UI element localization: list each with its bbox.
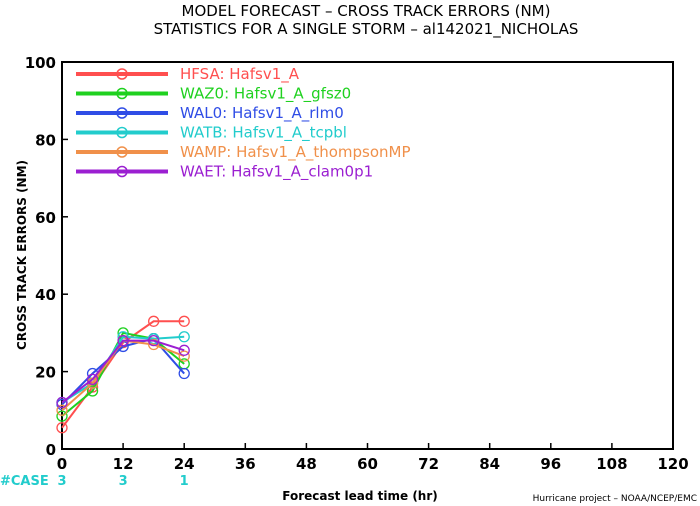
plot-frame (61, 61, 674, 450)
legend-marker (116, 165, 128, 178)
legend-marker (116, 68, 128, 80)
legend-marker (116, 107, 128, 119)
series-point (147, 315, 160, 327)
series-line (61, 339, 185, 404)
series-point (56, 396, 68, 409)
y-axis-label: CROSS TRACK ERRORS (NM) (15, 160, 29, 350)
x-tick-label: 120 (657, 455, 688, 473)
series-point (178, 315, 190, 327)
legend-marker (116, 146, 128, 158)
legend-label: HFSA: Hafsv1_A (180, 65, 300, 84)
series-point (147, 338, 160, 351)
case-count: 1 (180, 474, 189, 489)
legend-marker (116, 87, 128, 100)
case-count: 3 (119, 474, 128, 489)
chart-title: MODEL FORECAST – CROSS TRACK ERRORS (NM) (182, 2, 551, 20)
x-tick-label: 84 (479, 455, 500, 473)
x-tick-label: 96 (540, 455, 561, 473)
series-point (56, 422, 68, 434)
x-tick-label: 12 (113, 455, 134, 473)
y-tick-label: 40 (35, 286, 56, 304)
x-tick-label: 48 (296, 455, 317, 473)
series-point (147, 334, 160, 347)
series-line (61, 335, 185, 404)
y-axis-ticks: 0 20 40 60 80 100 (25, 54, 68, 459)
chart-subtitle: STATISTICS FOR A SINGLE STORM – al142021… (154, 20, 579, 39)
y-tick-label: 0 (46, 441, 56, 459)
y-tick-label: 100 (25, 54, 56, 72)
y-tick-label: 80 (35, 131, 56, 149)
series-point (178, 367, 190, 380)
x-tick-label: 24 (174, 455, 195, 473)
y-tick-label: 20 (35, 364, 56, 382)
x-tick-label: 36 (235, 455, 256, 473)
series-point (178, 331, 190, 343)
case-label: #CASE (0, 474, 49, 489)
series-line (61, 331, 185, 417)
case-count: 3 (57, 474, 66, 489)
legend-label: WAZ0: Hafsv1_A_gfsz0 (180, 85, 351, 104)
series-point (86, 373, 99, 385)
legend-label: WAMP: Hafsv1_A_thompsonMP (180, 143, 411, 162)
x-axis-ticks: 0 12 24 36 48 60 72 84 96 108 120 (57, 443, 689, 473)
legend-label: WAL0: Hafsv1_A_rlm0 (180, 104, 344, 123)
series-point (56, 404, 68, 416)
legend-marker (116, 126, 128, 139)
legend-label: WATB: Hafsv1_A_tcpbl (180, 124, 347, 143)
series-point (86, 385, 99, 397)
series-line (61, 337, 185, 406)
credit-text: Hurricane project – NOAA/NCEP/EMC (533, 494, 697, 504)
case-counts: #CASE 3 3 1 (0, 474, 189, 489)
legend-label: WAET: Hafsv1_A_clam0p1 (180, 163, 373, 182)
series-layer (56, 315, 190, 434)
series-point (178, 344, 190, 356)
series-point (178, 350, 190, 362)
x-tick-label: 108 (596, 455, 627, 473)
x-tick-label: 0 (57, 455, 67, 473)
series-point (117, 334, 129, 347)
x-tick-label: 72 (418, 455, 439, 473)
y-tick-label: 60 (35, 209, 56, 227)
x-axis-label: Forecast lead time (hr) (282, 489, 438, 503)
series-point (56, 410, 68, 422)
x-tick-label: 60 (357, 455, 378, 473)
